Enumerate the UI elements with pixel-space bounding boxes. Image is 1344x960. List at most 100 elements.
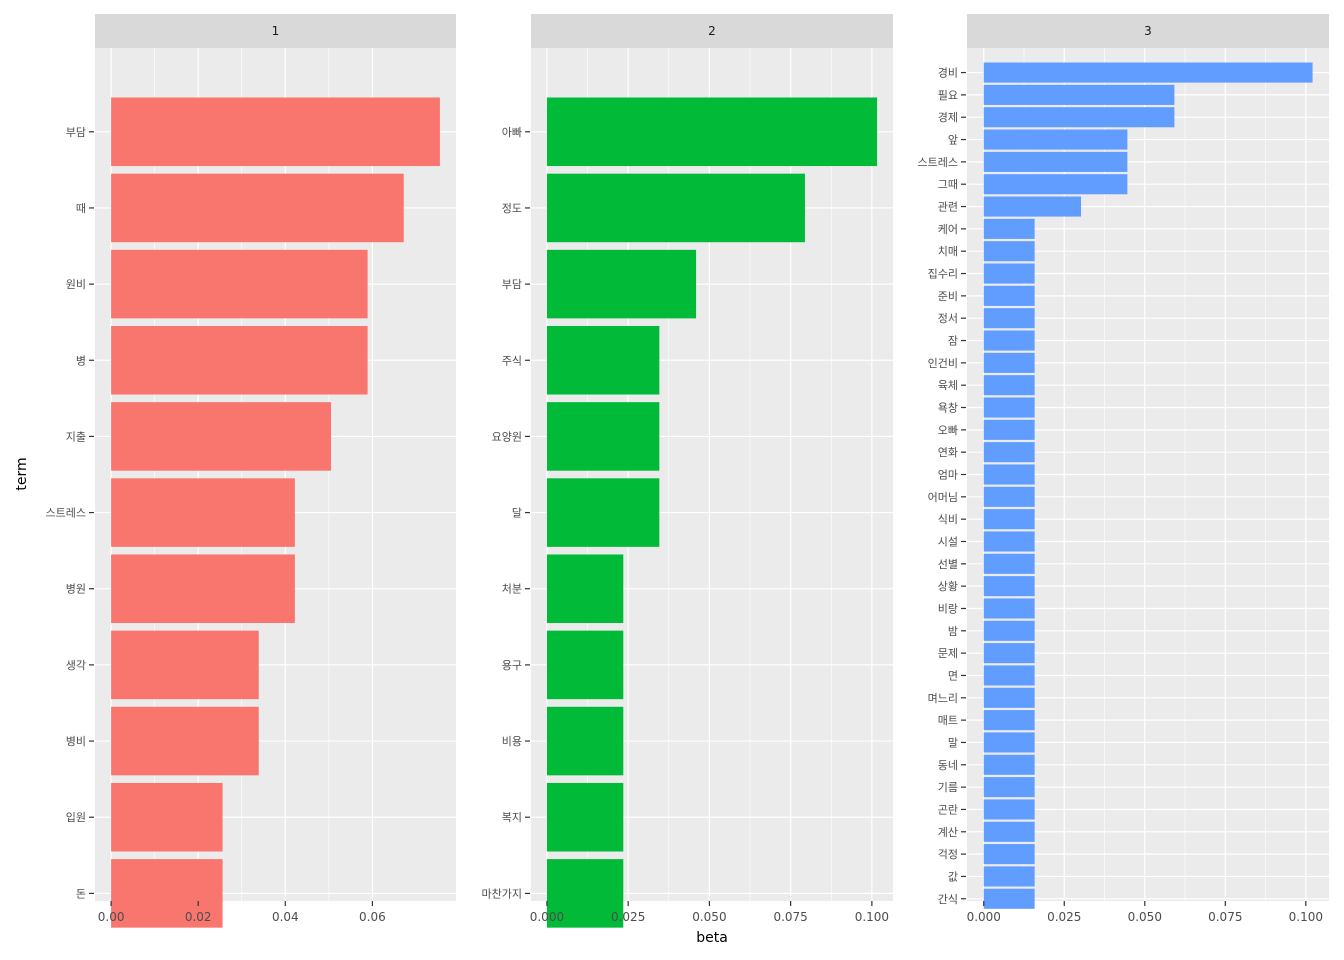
- facet-strip-label: 2: [708, 24, 716, 38]
- y-tick-label: 육체: [938, 379, 958, 392]
- bar: [983, 241, 1035, 262]
- y-tick-label: 선별: [938, 558, 958, 571]
- bar: [983, 754, 1035, 775]
- y-tick-label: 돈: [76, 887, 86, 900]
- y-tick-label: 지출: [66, 430, 86, 443]
- y-tick-label: 걱정: [938, 848, 958, 861]
- bar: [983, 687, 1035, 708]
- y-tick-label: 정서: [938, 312, 958, 325]
- y-tick-label: 케어: [938, 223, 958, 236]
- bar: [983, 330, 1035, 351]
- y-axis-title: term: [14, 457, 30, 490]
- x-tick-label: 0.100: [1289, 910, 1323, 924]
- x-tick-label: 0.02: [185, 910, 212, 924]
- bar: [983, 553, 1035, 574]
- y-tick-label: 앞: [948, 134, 958, 147]
- bar: [111, 859, 223, 928]
- bar: [546, 859, 624, 928]
- bar: [111, 706, 259, 776]
- y-tick-label: 병원: [66, 583, 86, 596]
- bar: [983, 308, 1035, 329]
- bar: [546, 554, 624, 624]
- y-tick-label: 정도: [502, 202, 522, 215]
- y-tick-label: 관련: [938, 201, 958, 214]
- bar: [983, 62, 1313, 83]
- y-tick-label: 원비: [66, 278, 86, 291]
- y-tick-label: 스트레스: [46, 507, 86, 520]
- bar: [983, 218, 1035, 239]
- facet-strip: [531, 14, 893, 48]
- bar: [983, 732, 1035, 753]
- bar: [983, 129, 1128, 150]
- bar: [983, 442, 1035, 463]
- x-tick-label: 0.025: [1047, 910, 1081, 924]
- y-tick-label: 매트: [938, 714, 958, 727]
- bar: [983, 151, 1128, 172]
- y-tick-label: 마찬가지: [482, 886, 522, 900]
- bar: [983, 352, 1035, 373]
- bar: [983, 397, 1035, 418]
- y-tick-label: 동네: [938, 759, 958, 772]
- y-tick-label: 주식: [502, 354, 522, 367]
- y-tick-label: 스트레스: [918, 156, 958, 169]
- y-tick-label: 경비: [938, 67, 958, 80]
- bar: [111, 630, 259, 700]
- y-tick-label: 엄마: [938, 469, 958, 482]
- bar: [983, 777, 1035, 798]
- bar: [983, 419, 1035, 440]
- bar: [546, 478, 660, 547]
- y-tick-label: 오빠: [938, 424, 958, 437]
- bar: [983, 196, 1082, 217]
- bar: [111, 478, 295, 547]
- bar: [546, 706, 624, 776]
- bar: [546, 402, 660, 471]
- facet-strip: [967, 14, 1329, 48]
- x-tick-label: 0.075: [773, 910, 807, 924]
- y-tick-label: 식비: [938, 513, 958, 526]
- bar: [983, 888, 1035, 909]
- bar: [983, 821, 1035, 842]
- bar: [983, 486, 1035, 507]
- bar: [983, 620, 1035, 641]
- y-tick-label: 병비: [66, 735, 86, 748]
- bar: [983, 107, 1175, 128]
- y-tick-label: 잠: [948, 335, 958, 348]
- y-tick-label: 어머님: [928, 491, 958, 504]
- y-tick-label: 용구: [502, 659, 522, 672]
- bar: [983, 710, 1035, 731]
- bar: [546, 173, 805, 243]
- y-tick-label: 경제: [938, 111, 958, 124]
- y-tick-label: 간식: [938, 893, 958, 906]
- bar: [983, 866, 1035, 887]
- y-tick-label: 비용: [502, 735, 522, 748]
- y-tick-label: 시설: [938, 535, 958, 548]
- bar: [983, 375, 1035, 396]
- bar: [983, 263, 1035, 284]
- y-tick-label: 집수리: [928, 268, 958, 281]
- y-tick-label: 필요: [938, 89, 958, 102]
- y-tick-label: 기름: [938, 781, 958, 794]
- x-tick-label: 0.050: [692, 910, 726, 924]
- bar: [111, 554, 295, 624]
- x-tick-label: 0.06: [359, 910, 386, 924]
- y-tick-label: 인건비: [928, 357, 958, 370]
- y-tick-label: 복지: [502, 811, 522, 824]
- bar: [111, 97, 440, 167]
- bar: [983, 576, 1035, 597]
- y-tick-label: 달: [512, 507, 522, 520]
- y-tick-label: 계산: [938, 826, 958, 839]
- x-tick-label: 0.000: [967, 910, 1001, 924]
- y-tick-label: 밤: [948, 625, 958, 638]
- bar: [983, 285, 1035, 306]
- y-tick-label: 아빠: [502, 126, 522, 139]
- bar: [983, 464, 1035, 485]
- y-tick-label: 치매: [938, 245, 958, 258]
- y-tick-label: 부담: [502, 278, 522, 291]
- x-axis-title: beta: [696, 930, 728, 946]
- y-tick-label: 욕창: [938, 402, 958, 415]
- bar: [983, 665, 1035, 686]
- bar: [111, 173, 404, 243]
- bar: [546, 249, 697, 319]
- x-tick-label: 0.04: [272, 910, 299, 924]
